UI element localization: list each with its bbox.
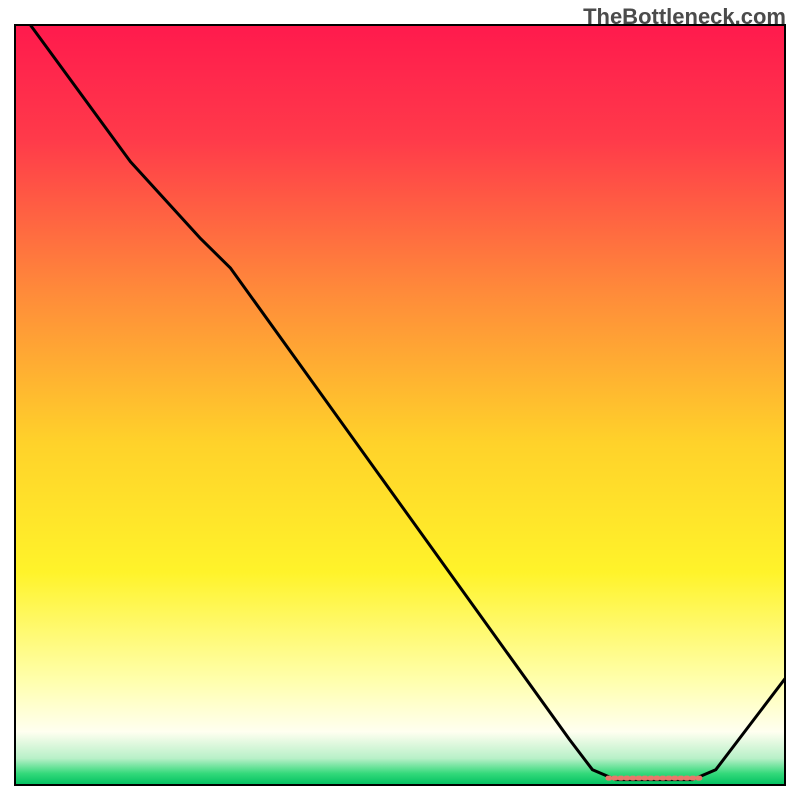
attribution-label: TheBottleneck.com — [583, 4, 786, 30]
bottleneck-chart — [0, 0, 800, 800]
gradient-background — [15, 25, 785, 785]
